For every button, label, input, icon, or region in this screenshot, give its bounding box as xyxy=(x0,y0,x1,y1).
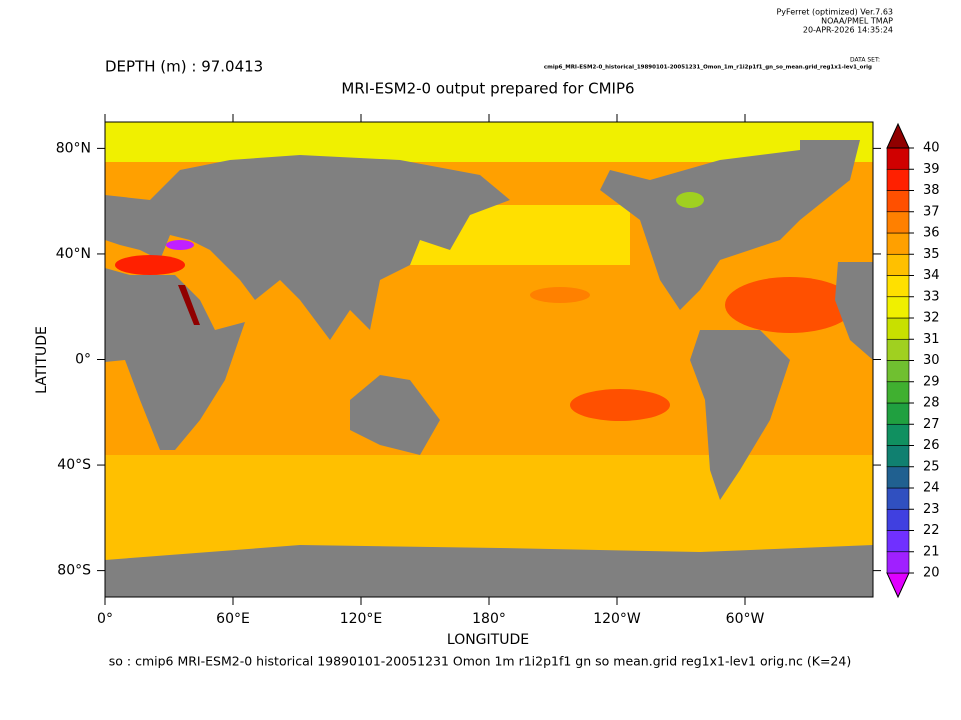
x-tick-label: 60°E xyxy=(216,611,250,627)
colorbar-band xyxy=(886,147,910,170)
land xyxy=(105,545,873,597)
colorbar-band xyxy=(886,551,910,574)
dataset-name: cmip6_MRI-ESM2-0_historical_19890101-200… xyxy=(544,65,872,71)
red-sea xyxy=(178,285,200,325)
colorbar-label: 30 xyxy=(923,353,940,368)
colorbar-label: 38 xyxy=(923,183,940,198)
land xyxy=(800,140,860,200)
y-axis-label: LATITUDE xyxy=(34,326,50,394)
land xyxy=(105,155,510,340)
mediterranean xyxy=(115,255,185,275)
colorbar-label: 23 xyxy=(923,502,940,517)
colorbar-label: 22 xyxy=(923,523,940,538)
colorbar-label: 40 xyxy=(923,141,940,156)
colorbar-label: 32 xyxy=(923,311,940,326)
colorbar-label: 24 xyxy=(923,481,940,496)
colorbar-label: 33 xyxy=(923,289,940,304)
colorbar-label: 31 xyxy=(923,332,940,347)
colorbar-band xyxy=(886,402,910,425)
southern-ocean xyxy=(105,455,873,560)
colorbar-band xyxy=(886,296,910,319)
land xyxy=(350,375,440,455)
colorbar-band xyxy=(886,211,910,234)
depth: DEPTH (m) : 97.0413 xyxy=(105,58,263,76)
colorbar-label: 36 xyxy=(923,226,940,241)
x-tick-label: 60°W xyxy=(726,611,765,627)
colorbar-band xyxy=(886,253,910,276)
dataset-label: DATA SET: xyxy=(850,57,880,64)
colorbar-band xyxy=(886,232,910,255)
arctic xyxy=(105,122,873,162)
colorbar-band xyxy=(886,445,910,468)
colorbar-band xyxy=(886,530,910,553)
colorbar-label: 39 xyxy=(923,162,940,177)
organization: NOAA/PMEL TMAP xyxy=(821,17,893,26)
colorbar-label: 28 xyxy=(923,396,940,411)
colorbar-label: 34 xyxy=(923,268,940,283)
colorbar-label: 25 xyxy=(923,459,940,474)
pacific-north-high xyxy=(530,287,590,303)
colorbar-over xyxy=(886,122,910,149)
colorbar-label: 29 xyxy=(923,374,940,389)
land xyxy=(600,150,850,310)
land xyxy=(690,330,790,500)
y-tick-label: 40°S xyxy=(57,457,91,473)
colorbar-band xyxy=(886,487,910,510)
y-tick-label: 80°S xyxy=(57,563,91,579)
colorbar-band xyxy=(886,360,910,383)
hudson-bay xyxy=(676,192,704,208)
x-axis-label: LONGITUDE xyxy=(447,632,529,648)
colorbar-band xyxy=(886,190,910,213)
colorbar-band xyxy=(886,168,910,191)
chart-title: MRI-ESM2-0 output prepared for CMIP6 xyxy=(341,80,634,98)
x-tick-label: 0° xyxy=(97,611,113,627)
x-tick-label: 180° xyxy=(472,611,506,627)
timestamp: 20-APR-2026 14:35:24 xyxy=(803,26,893,35)
x-tick-label: 120°E xyxy=(340,611,383,627)
colorbar-band xyxy=(886,381,910,404)
colorbar-label: 35 xyxy=(923,247,940,262)
black-sea xyxy=(166,240,194,250)
colorbar-band xyxy=(886,466,910,489)
colorbar-band xyxy=(886,338,910,361)
y-tick-label: 0° xyxy=(75,352,91,368)
colorbar-label: 20 xyxy=(923,566,940,581)
colorbar-band xyxy=(886,317,910,340)
x-tick-label: 120°W xyxy=(593,611,641,627)
land xyxy=(105,268,245,450)
colorbar-label: 26 xyxy=(923,438,940,453)
colorbar-under xyxy=(886,572,910,599)
colorbar-band xyxy=(886,275,910,298)
y-tick-label: 80°N xyxy=(56,140,91,156)
y-tick-label: 40°N xyxy=(56,246,91,262)
colorbar-label: 37 xyxy=(923,204,940,219)
pacific-high xyxy=(570,389,670,421)
map-field xyxy=(105,122,873,597)
colorbar-band xyxy=(886,423,910,446)
colorbar-label: 27 xyxy=(923,417,940,432)
land xyxy=(835,262,873,360)
footer: so : cmip6 MRI-ESM2-0 historical 1989010… xyxy=(109,654,851,669)
atlantic-high xyxy=(725,277,855,333)
colorbar-band xyxy=(886,508,910,531)
colorbar-label: 21 xyxy=(923,544,940,559)
software: PyFerret (optimized) Ver.7.63 xyxy=(776,8,893,17)
